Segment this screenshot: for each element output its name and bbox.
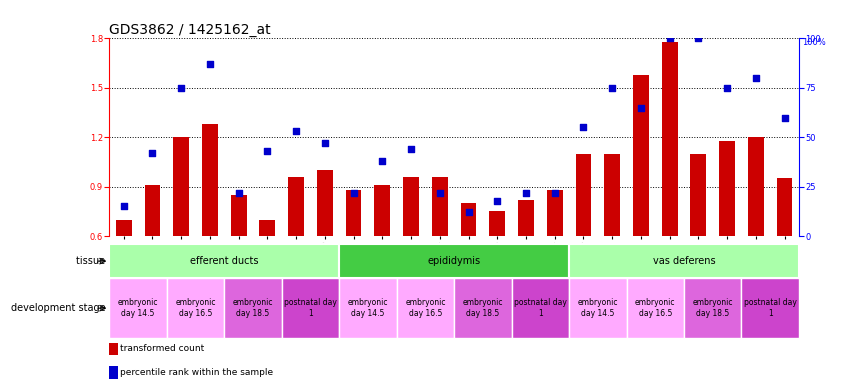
Text: embryonic
day 18.5: embryonic day 18.5 <box>233 298 273 318</box>
Point <box>289 128 303 134</box>
Point <box>663 35 676 41</box>
Point <box>519 190 532 196</box>
Text: embryonic
day 18.5: embryonic day 18.5 <box>692 298 733 318</box>
Bar <box>116 220 131 236</box>
Bar <box>662 42 678 236</box>
Bar <box>684 278 742 338</box>
Point <box>174 85 188 91</box>
Bar <box>374 185 390 236</box>
Text: tissue: tissue <box>77 256 108 266</box>
Bar <box>569 278 627 338</box>
Text: percentile rank within the sample: percentile rank within the sample <box>120 368 273 377</box>
Text: embryonic
day 16.5: embryonic day 16.5 <box>635 298 675 318</box>
Bar <box>489 212 505 236</box>
Bar <box>173 137 189 236</box>
Point <box>318 140 331 146</box>
Text: GDS3862 / 1425162_at: GDS3862 / 1425162_at <box>109 23 271 37</box>
Point <box>548 190 562 196</box>
Bar <box>569 244 799 278</box>
Text: 100%: 100% <box>802 38 826 47</box>
Text: embryonic
day 14.5: embryonic day 14.5 <box>347 298 389 318</box>
Text: postnatal day
1: postnatal day 1 <box>284 298 337 318</box>
Point <box>433 190 447 196</box>
Bar <box>777 179 792 236</box>
Bar <box>346 190 362 236</box>
Bar <box>432 177 447 236</box>
Point <box>778 114 791 121</box>
Text: embryonic
day 18.5: embryonic day 18.5 <box>463 298 503 318</box>
Text: transformed count: transformed count <box>120 344 204 354</box>
Text: embryonic
day 14.5: embryonic day 14.5 <box>578 298 618 318</box>
Bar <box>109 343 118 356</box>
Text: embryonic
day 16.5: embryonic day 16.5 <box>405 298 446 318</box>
Text: vas deferens: vas deferens <box>653 256 716 266</box>
Point <box>405 146 418 152</box>
Bar <box>282 278 339 338</box>
Point <box>490 197 504 204</box>
Bar <box>511 278 569 338</box>
Text: development stage: development stage <box>11 303 108 313</box>
Bar <box>719 141 735 236</box>
Point <box>749 75 763 81</box>
Point <box>346 190 360 196</box>
Point <box>376 158 389 164</box>
Bar <box>145 185 161 236</box>
Bar <box>260 220 275 236</box>
Bar <box>605 154 620 236</box>
Bar <box>317 170 333 236</box>
Bar <box>742 278 799 338</box>
Bar <box>627 278 684 338</box>
Point <box>117 204 130 210</box>
Bar <box>690 154 706 236</box>
Bar <box>230 195 246 236</box>
Text: embryonic
day 16.5: embryonic day 16.5 <box>175 298 216 318</box>
Point <box>721 85 734 91</box>
Bar <box>225 278 282 338</box>
Bar <box>454 278 511 338</box>
Point <box>261 148 274 154</box>
Bar <box>339 278 397 338</box>
Point <box>232 190 246 196</box>
Point <box>204 61 217 67</box>
Point <box>634 104 648 111</box>
Bar <box>397 278 454 338</box>
Text: epididymis: epididymis <box>427 256 481 266</box>
Bar <box>575 154 591 236</box>
Bar <box>109 278 167 338</box>
Text: embryonic
day 14.5: embryonic day 14.5 <box>118 298 158 318</box>
Text: efferent ducts: efferent ducts <box>190 256 258 266</box>
Bar <box>748 137 764 236</box>
Bar <box>109 366 118 379</box>
Point <box>606 85 619 91</box>
Point <box>462 209 475 215</box>
Bar <box>461 203 476 236</box>
Bar <box>547 190 563 236</box>
Point <box>145 150 159 156</box>
Text: postnatal day
1: postnatal day 1 <box>743 298 796 318</box>
Text: postnatal day
1: postnatal day 1 <box>514 298 567 318</box>
Bar <box>518 200 534 236</box>
Point <box>691 35 705 41</box>
Bar <box>633 74 648 236</box>
Bar <box>167 278 225 338</box>
Point <box>577 124 590 131</box>
Bar <box>339 244 569 278</box>
Bar <box>403 177 419 236</box>
Bar <box>202 124 218 236</box>
Bar <box>109 244 339 278</box>
Bar <box>288 177 304 236</box>
